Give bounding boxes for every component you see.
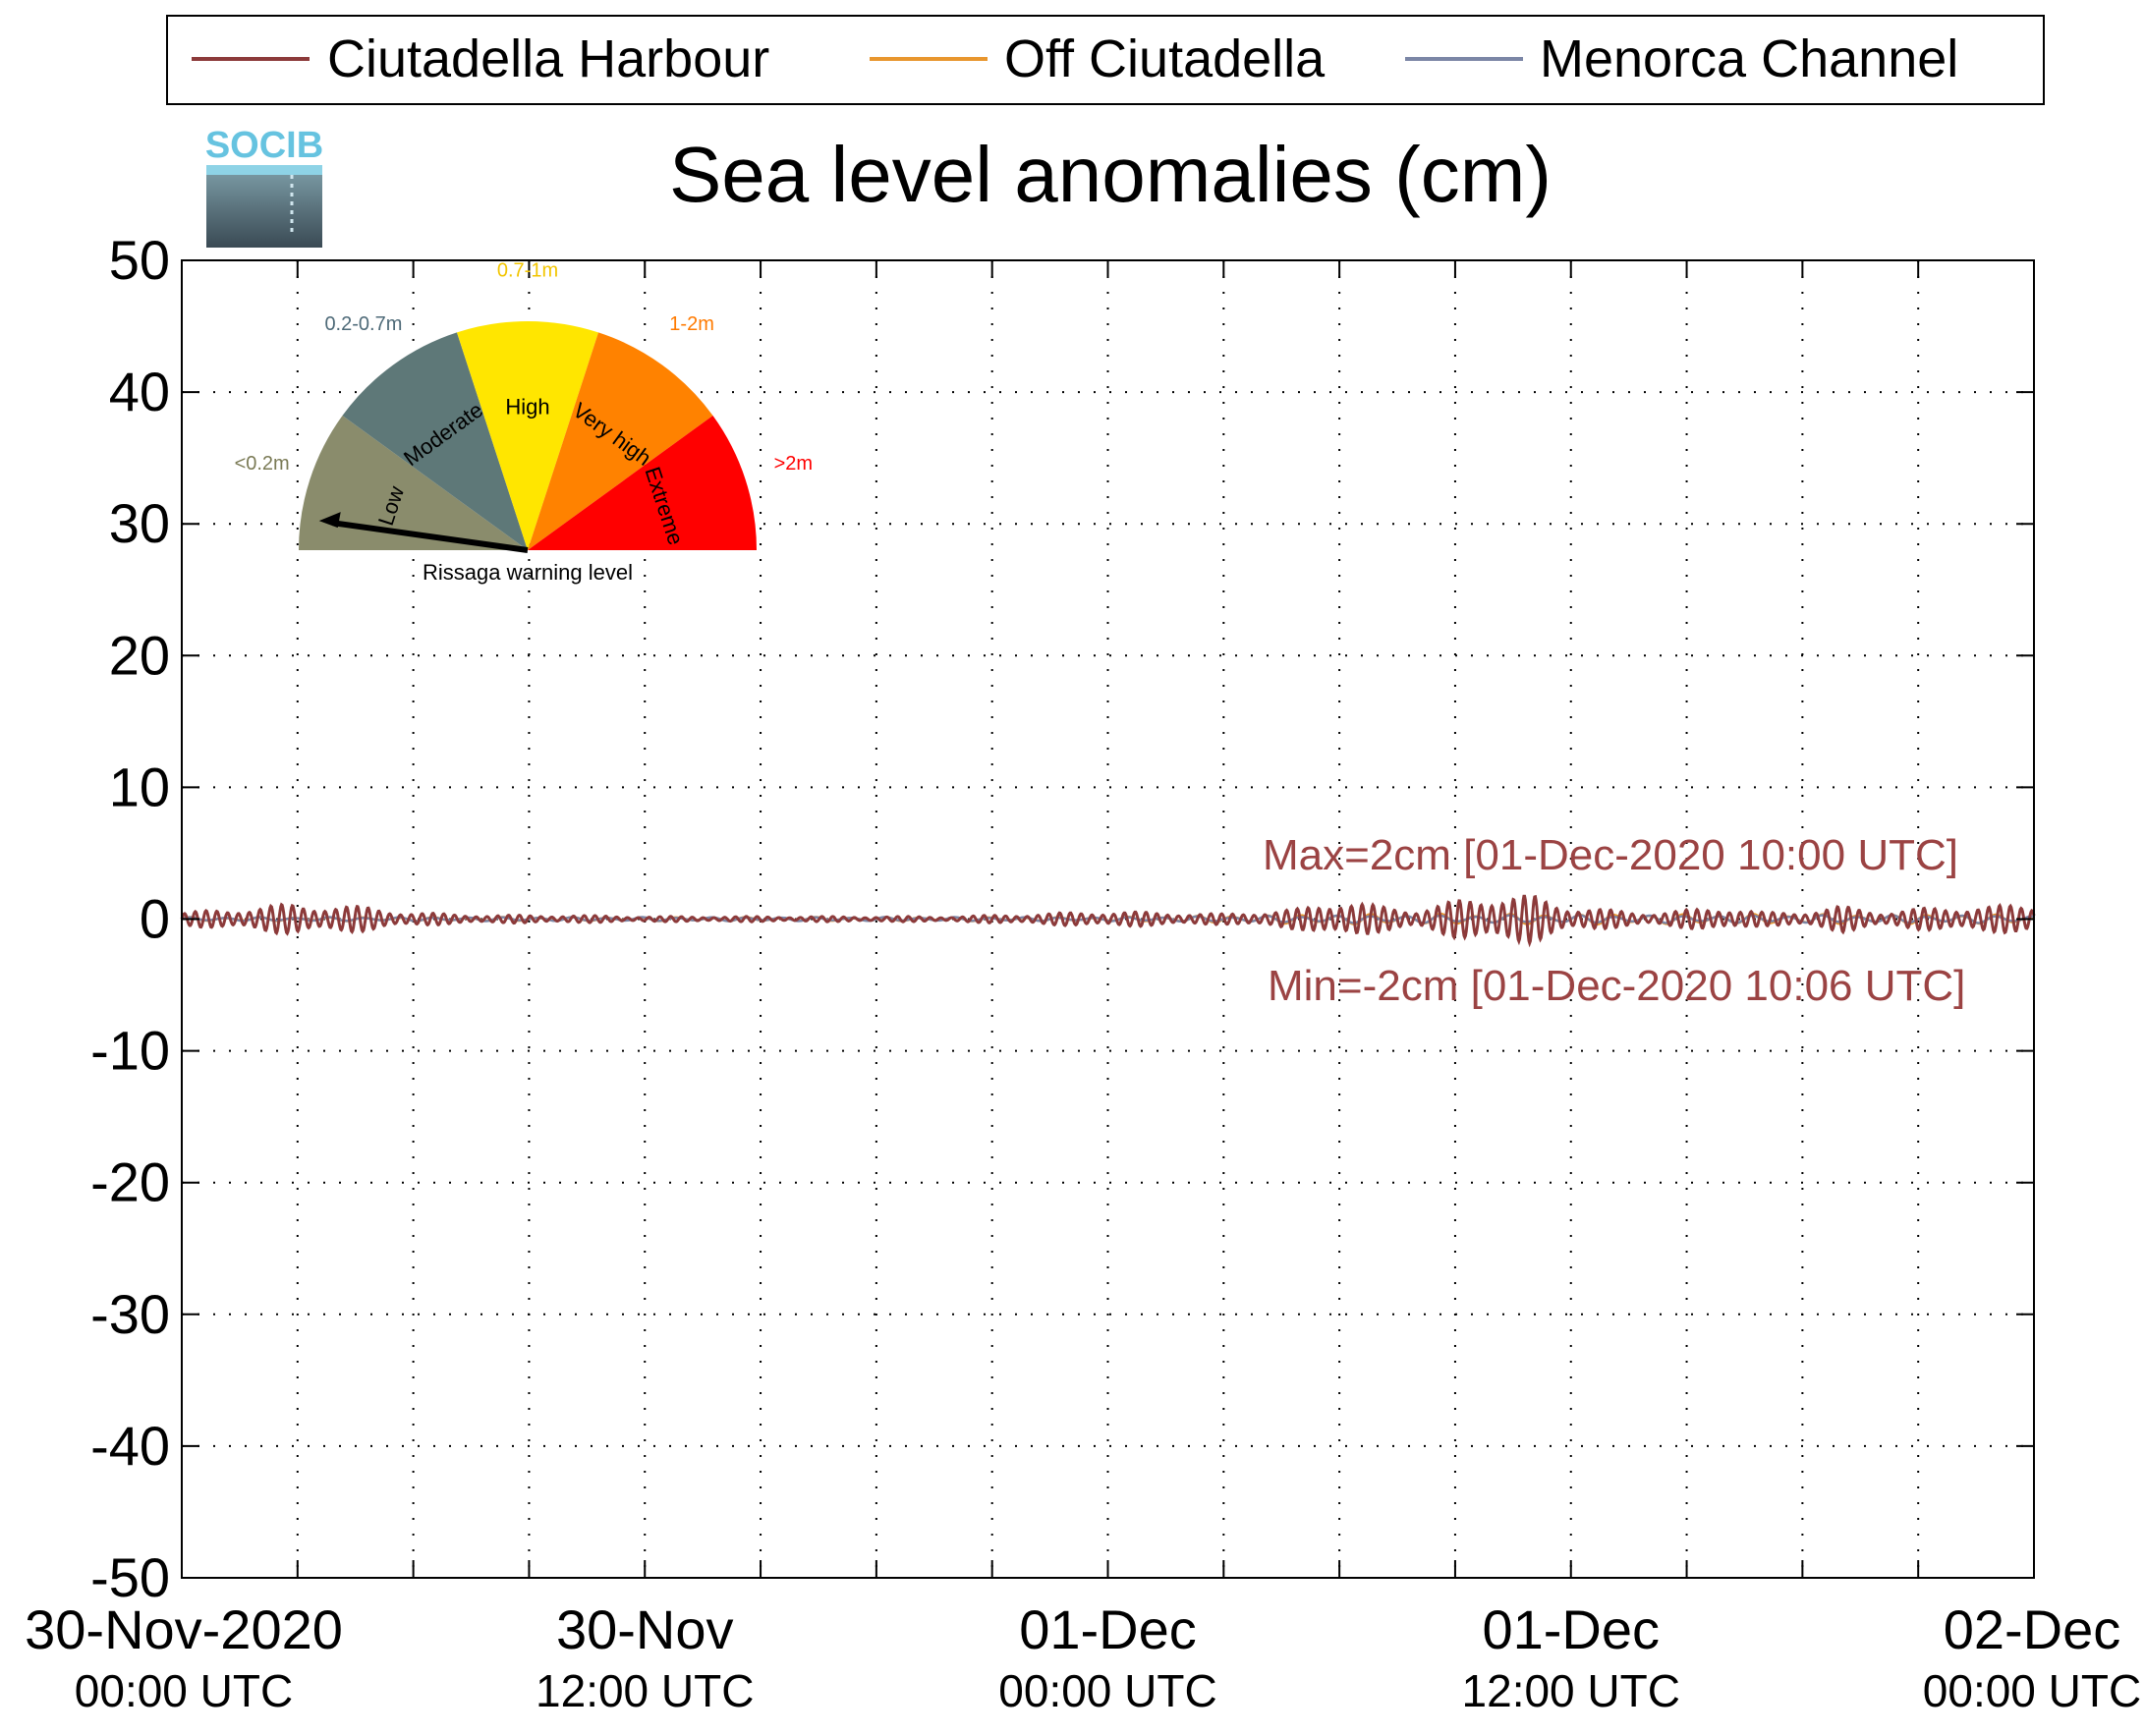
legend-label-off-ciutadella: Off Ciutadella [1004,29,1326,88]
y-tick-label: 10 [109,756,170,817]
gauge-range-label: 0.7-1m [497,260,558,282]
axis-ticks [181,259,2035,1579]
legend-label-menorca-channel: Menorca Channel [1540,29,1958,88]
gauge-sector-low [299,416,528,550]
x-tick-label-time: 00:00 UTC [998,1665,1216,1716]
y-tick-label: -10 [90,1020,170,1082]
series-layer [180,894,2036,948]
gauge-level-label: High [505,394,549,419]
y-axis-labels: -50 -40 -30 -20 -10 0 10 20 30 40 50 [90,229,170,1608]
gauge-range-label: >2m [774,453,813,475]
x-tick-label-date: 30-Nov [556,1598,734,1660]
gauge-needle [332,520,529,553]
x-tick-label-time: 00:00 UTC [75,1665,293,1716]
max-annotation: Max=2cm [01-Dec-2020 10:00 UTC] [1263,831,1958,879]
y-tick-label: 0 [140,888,170,950]
legend: Ciutadella Harbour Off Ciutadella Menorc… [166,15,2045,105]
gauge-range-label: 0.2-0.7m [324,313,402,335]
plot-area [180,259,2036,1579]
y-tick-label: 30 [109,492,170,554]
gauge-range-label: <0.2m [235,453,290,475]
y-tick-label: -20 [90,1151,170,1213]
gauge-sector-moderate [342,332,528,550]
socib-logo: SOCIB [205,125,323,248]
x-tick-label-time: 12:00 UTC [536,1665,754,1716]
legend-label-ciutadella-harbour: Ciutadella Harbour [327,29,769,88]
y-tick-label: 50 [109,229,170,291]
gauge-sector-high [456,321,599,550]
gauge-sector-very-high [528,332,713,550]
x-tick-label-time: 12:00 UTC [1462,1665,1680,1716]
y-tick-label: 20 [109,624,170,686]
gauge-range-label: 1-2m [669,313,714,335]
min-annotation: Min=-2cm [01-Dec-2020 10:06 UTC] [1268,962,1965,1010]
x-tick-label-date: 02-Dec [1944,1598,2121,1660]
logo-text: SOCIB [205,125,323,166]
gauge-sector-extreme [528,416,757,550]
x-tick-label-date: 01-Dec [1482,1598,1660,1660]
x-tick-label-date: 30-Nov-2020 [25,1598,343,1660]
legend-box [166,15,2045,105]
gauge-title: Rissaga warning level [423,560,633,585]
gauge-needle-head [318,512,341,529]
chart-title: Sea level anomalies (cm) [669,131,1552,218]
x-tick-label-time: 00:00 UTC [1923,1665,2141,1716]
x-tick-label-date: 01-Dec [1019,1598,1197,1660]
y-tick-label: -30 [90,1283,170,1345]
y-tick-label: -50 [90,1546,170,1608]
y-tick-label: 40 [109,361,170,422]
series-line-ciutadella-harbour [180,894,2036,948]
y-tick-label: -40 [90,1415,170,1477]
